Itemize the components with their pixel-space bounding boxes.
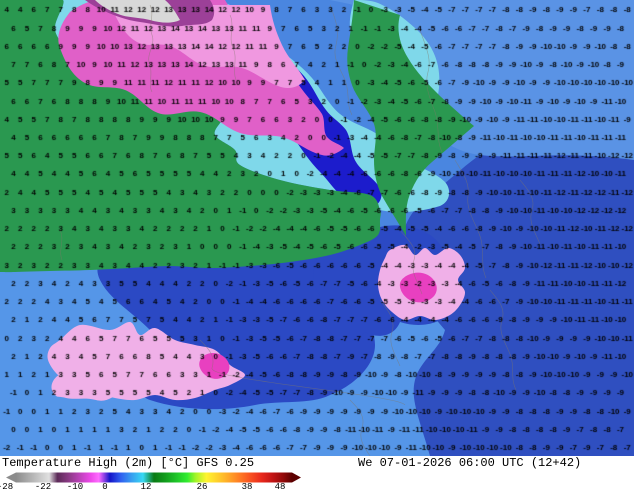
svg-text:38: 38 <box>242 482 253 490</box>
svg-text:12: 12 <box>141 482 152 490</box>
svg-text:Temperature High (2m) [°C] GFS: Temperature High (2m) [°C] GFS 0.25 <box>2 456 254 470</box>
svg-text:-28: -28 <box>0 482 13 490</box>
svg-text:0: 0 <box>102 482 107 490</box>
svg-text:-22: -22 <box>35 482 51 490</box>
svg-text:-10: -10 <box>67 482 83 490</box>
svg-text:48: 48 <box>275 482 286 490</box>
svg-text:We 07-01-2026 06:00 UTC (12+42: We 07-01-2026 06:00 UTC (12+42) <box>358 456 581 470</box>
svg-text:26: 26 <box>197 482 208 490</box>
